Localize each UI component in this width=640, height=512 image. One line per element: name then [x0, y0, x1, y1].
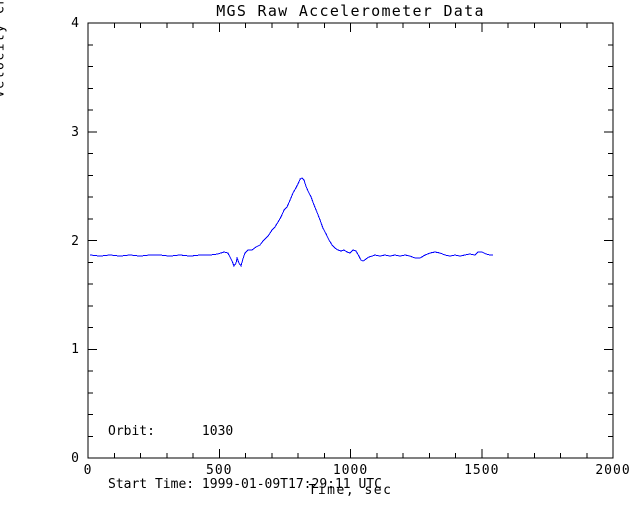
x-tick-label: 500 [206, 463, 233, 478]
x-tick-label: 2000 [595, 463, 631, 478]
y-tick-label: 3 [71, 124, 80, 140]
x-axis-label: Time, sec [308, 483, 393, 498]
data-series-line [90, 177, 493, 268]
y-tick-label: 0 [71, 451, 80, 466]
y-tick-label: 1 [71, 342, 80, 358]
start-time-annotation: Start Time: 1999-01-09T17:29:11 UTC [108, 476, 382, 492]
annotation-block: Orbit: 1030 Start Time: 1999-01-09T17:29… [108, 388, 382, 512]
y-axis-label: Velocity Change, mm/s [0, 0, 8, 98]
x-tick-label: 1500 [464, 463, 500, 478]
axis-ticks [87, 22, 614, 459]
orbit-annotation: Orbit: 1030 [108, 424, 234, 439]
chart-title: MGS Raw Accelerometer Data [216, 2, 485, 20]
x-tick-label: 1000 [332, 463, 369, 478]
y-tick-label: 4 [71, 16, 80, 31]
y-tick-label: 2 [71, 233, 80, 249]
x-tick-label: 0 [83, 463, 93, 478]
